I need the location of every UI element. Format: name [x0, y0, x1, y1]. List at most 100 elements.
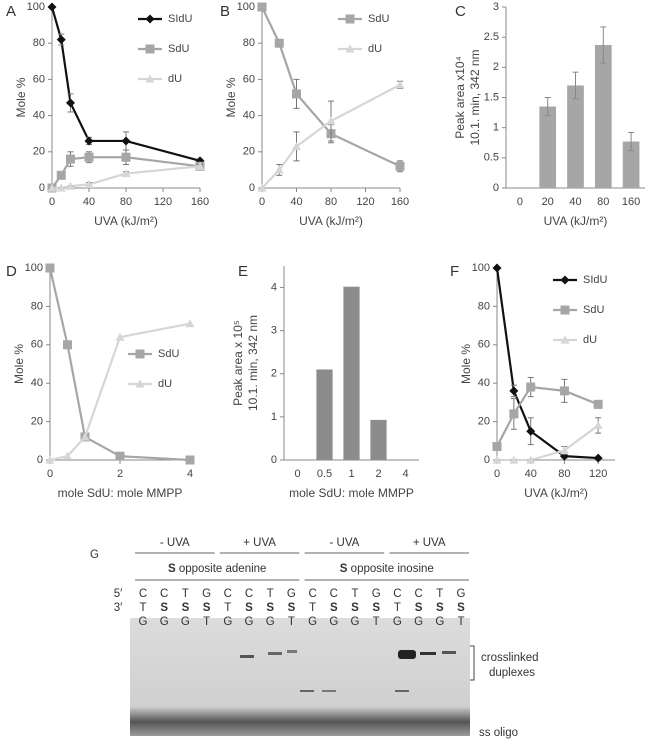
- marker: [395, 80, 405, 89]
- y-tick-label: 2.5: [484, 31, 499, 43]
- x-tick-label: 0: [47, 468, 53, 480]
- lane-base: G: [223, 616, 232, 628]
- legend-label: SdU: [158, 348, 179, 360]
- legend-label: dU: [158, 378, 172, 390]
- marker: [274, 165, 284, 174]
- marker: [326, 116, 336, 125]
- marker: [80, 432, 90, 441]
- gel-band: [442, 651, 456, 654]
- marker: [115, 332, 125, 341]
- lane-base: T: [182, 588, 189, 600]
- error-bar: [572, 71, 579, 100]
- y-tick-label: 80: [478, 300, 490, 312]
- lane-base: G: [457, 588, 466, 600]
- y-axis-label: Peak area x10⁴: [453, 56, 467, 139]
- y-tick-label: 100: [237, 1, 255, 13]
- marker: [66, 181, 75, 190]
- x-tick-label: 0: [294, 468, 300, 480]
- x-tick-label: 120: [154, 196, 172, 208]
- marker: [115, 451, 125, 461]
- legend-label: SIdU: [168, 13, 193, 25]
- lane-base: C: [224, 588, 232, 600]
- marker: [492, 455, 502, 464]
- bar: [539, 106, 557, 188]
- y-tick-label: 60: [478, 339, 490, 351]
- bar: [622, 141, 640, 188]
- y-tick-label: 100: [25, 262, 43, 274]
- panel-letter: E: [238, 263, 248, 280]
- x-tick-label: 80: [558, 468, 570, 480]
- lane-base: G: [266, 616, 275, 628]
- x-axis-label: mole SdU: mole MMPP: [58, 486, 183, 500]
- x-tick-label: 1: [348, 468, 354, 480]
- x-tick-label: 160: [622, 196, 640, 208]
- y-tick-label: 20: [478, 416, 490, 428]
- gel-panel: G - UVA + UVA - UVA + UVA S opposite adenine…: [90, 537, 539, 739]
- marker: [63, 340, 72, 350]
- legend-label: SdU: [368, 13, 389, 25]
- y-tick-label: 20: [33, 146, 45, 158]
- lane-base: G: [139, 616, 148, 628]
- group-bold: S: [168, 563, 176, 575]
- lane-base: G: [287, 588, 296, 600]
- marker: [560, 335, 570, 344]
- marker: [145, 14, 155, 24]
- y-tick-label: 2: [271, 368, 277, 380]
- y-tick-label: 40: [33, 110, 45, 122]
- marker: [47, 2, 57, 12]
- marker: [492, 442, 502, 452]
- bar: [343, 286, 360, 460]
- lane-base: T: [309, 602, 316, 614]
- lane-base: G: [245, 616, 254, 628]
- y-tick-label: 80: [243, 37, 255, 49]
- lane-base: T: [373, 616, 380, 628]
- bar: [370, 419, 387, 460]
- lane-base: S: [266, 602, 274, 614]
- bar: [594, 45, 612, 189]
- y-tick-label: 0: [271, 454, 277, 466]
- marker: [509, 455, 519, 464]
- x-tick-label: 0: [494, 468, 500, 480]
- marker: [135, 379, 145, 388]
- marker: [66, 98, 75, 108]
- marker: [395, 161, 405, 171]
- series-line: [48, 267, 191, 462]
- legend-label: SdU: [583, 304, 604, 316]
- annotation: ss oligo: [479, 727, 518, 739]
- marker: [63, 451, 72, 460]
- lane-base: T: [436, 588, 443, 600]
- lane-base: T: [394, 602, 401, 614]
- x-axis-label: UVA (kJ/m²): [94, 214, 158, 228]
- lane-base: T: [139, 602, 146, 614]
- legend-label: dU: [583, 334, 597, 346]
- lane-base: C: [308, 588, 316, 600]
- gel-band: [287, 650, 297, 653]
- lane-base: S: [182, 602, 190, 614]
- y-tick-label: 3: [493, 1, 499, 13]
- gel-band: [398, 650, 416, 659]
- marker: [185, 455, 195, 465]
- y-tick-label: 40: [478, 377, 490, 389]
- condition-label: - UVA: [329, 537, 359, 549]
- x-tick-label: 80: [120, 196, 132, 208]
- condition-label: + UVA: [413, 537, 446, 549]
- bracket: [470, 645, 475, 681]
- y-tick-label: 2: [493, 61, 499, 73]
- marker: [292, 89, 301, 99]
- lane-base: C: [160, 588, 168, 600]
- y-tick-label: 4: [271, 281, 277, 293]
- x-axis-label: UVA (kJ/m²): [299, 214, 363, 228]
- y-tick-label: 1.5: [484, 91, 499, 103]
- panel-letter: F: [450, 263, 459, 280]
- y-tick-label: 1: [493, 122, 499, 134]
- x-tick-label: 0: [49, 196, 55, 208]
- condition-label: + UVA: [243, 537, 276, 549]
- lane-base: S: [245, 602, 253, 614]
- y-tick-label: 0.5: [484, 152, 499, 164]
- marker: [593, 453, 603, 463]
- x-tick-label: 40: [569, 196, 581, 208]
- y-tick-label: 3: [271, 325, 277, 337]
- error-bar: [600, 26, 607, 64]
- marker: [292, 141, 301, 150]
